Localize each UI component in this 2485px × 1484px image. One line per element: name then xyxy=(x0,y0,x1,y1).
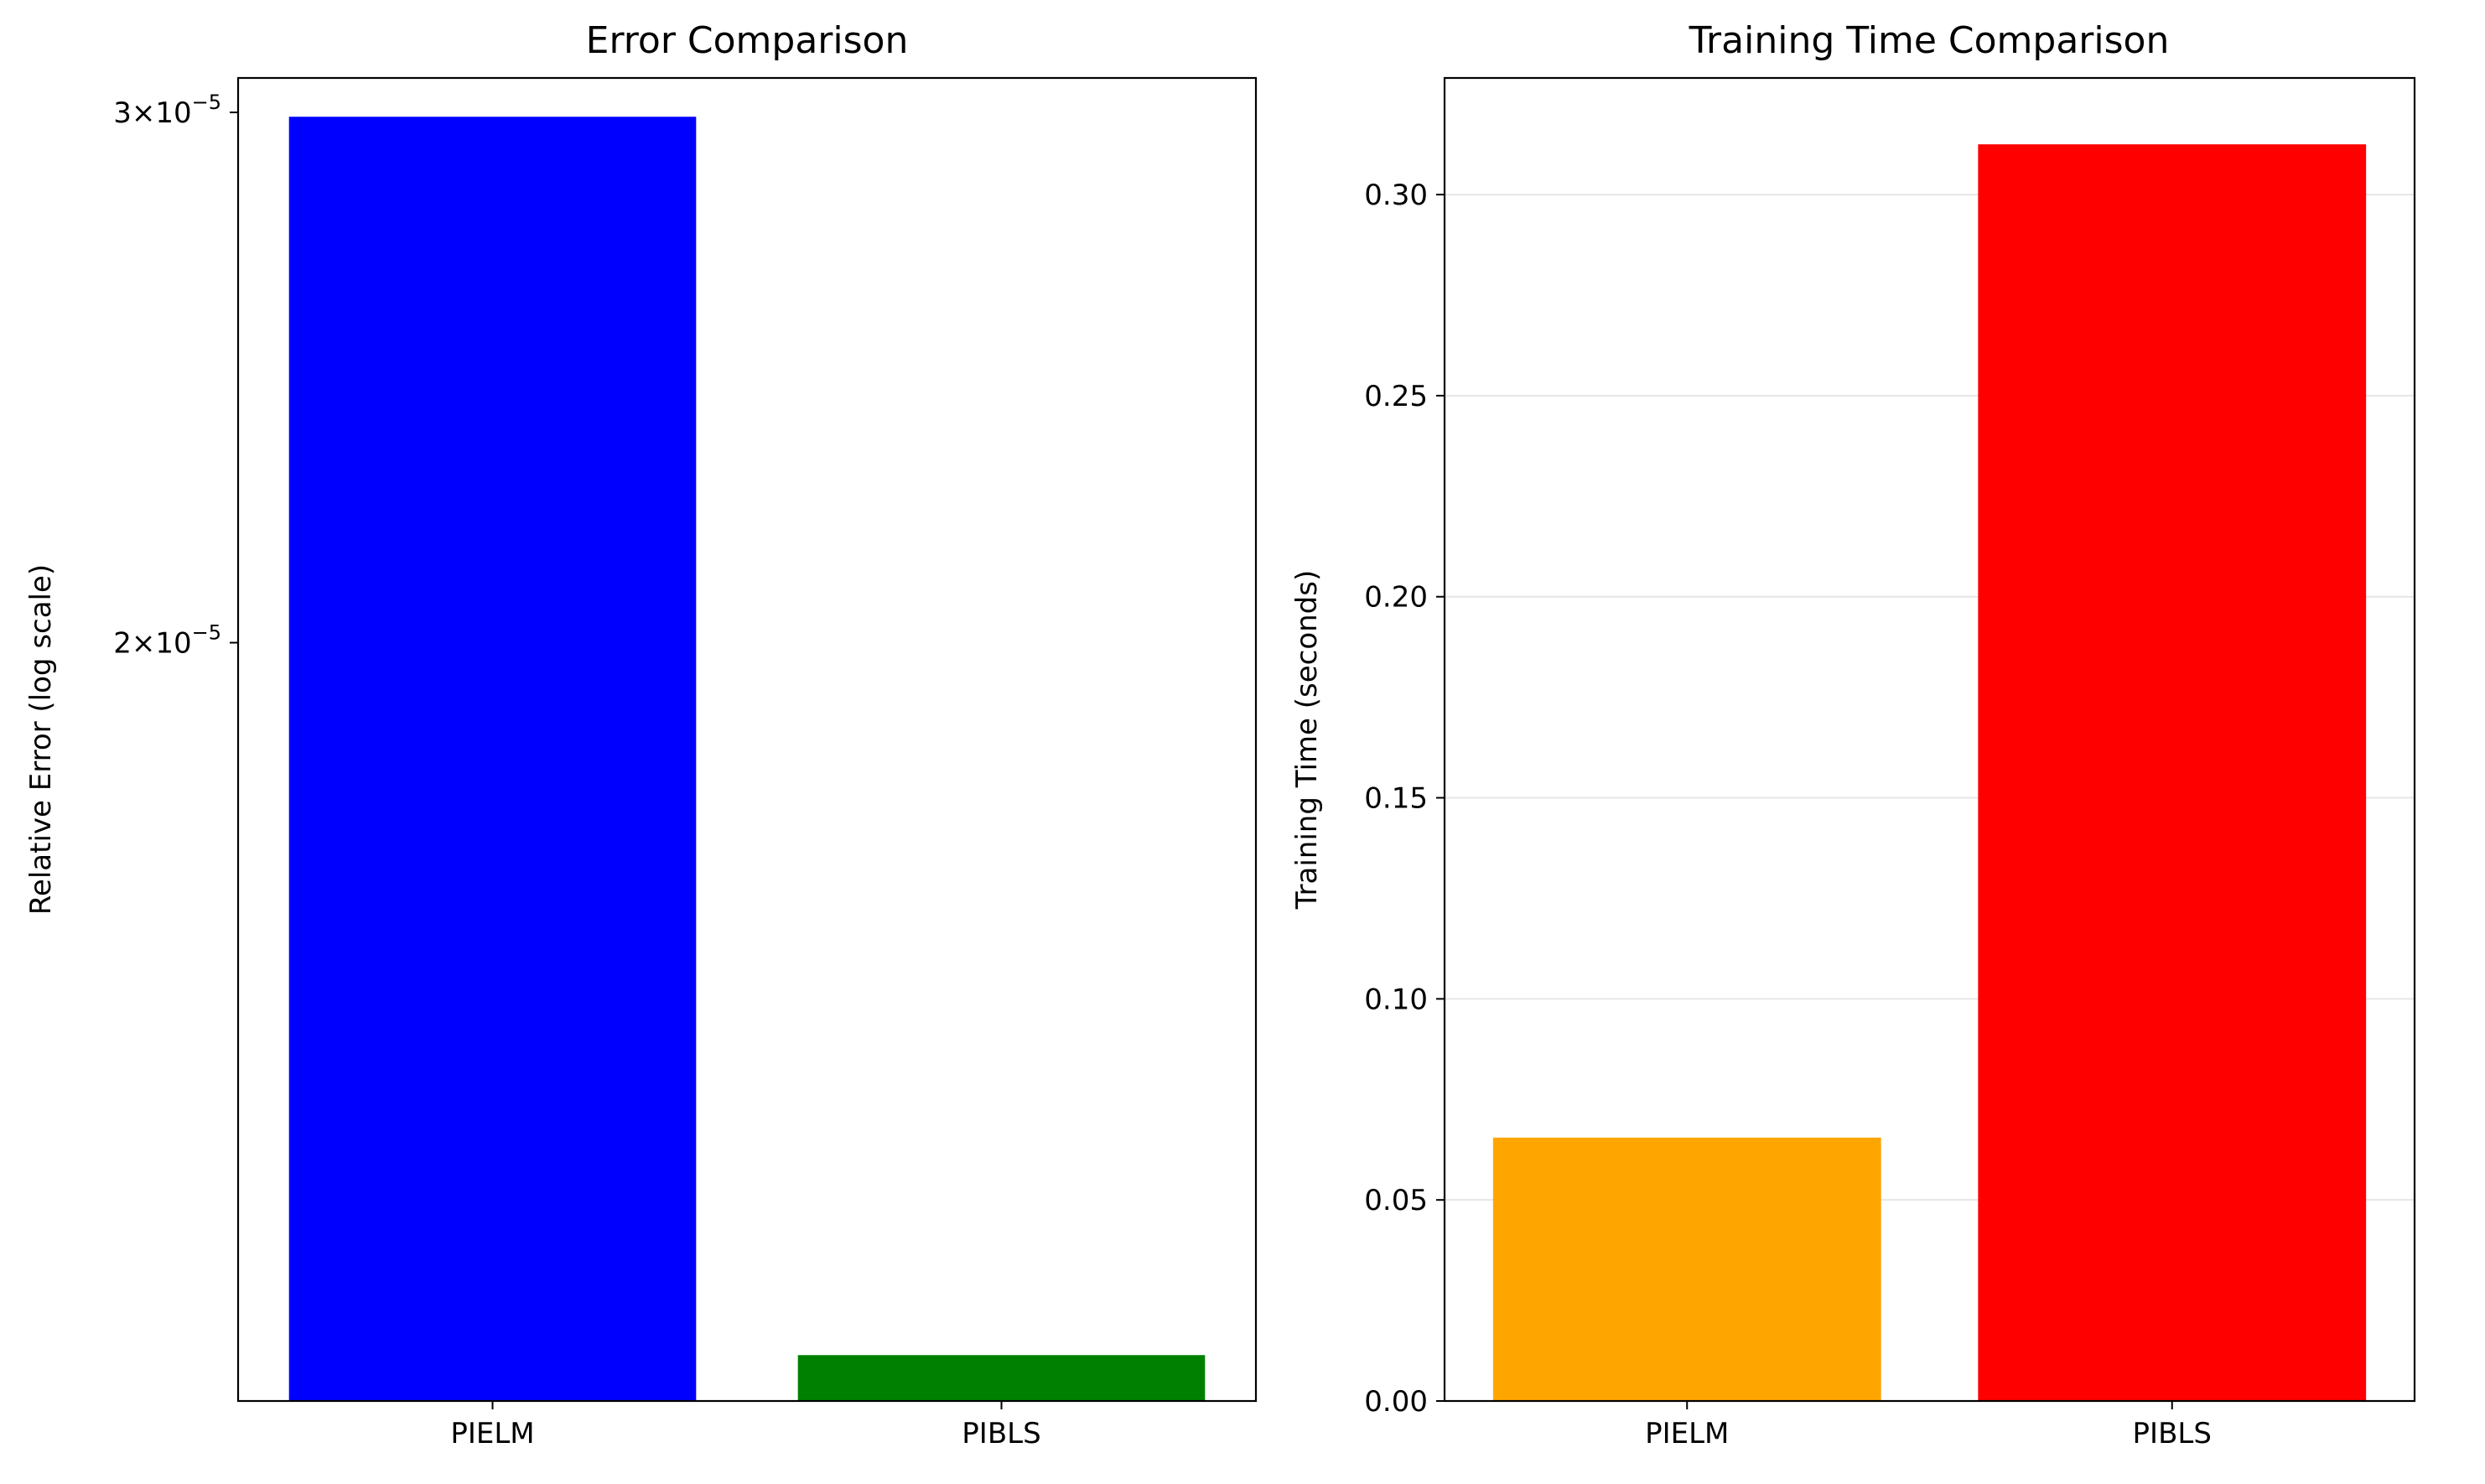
error-chart-frame xyxy=(236,76,1258,1403)
time-chart-ytick-label: 0.30 xyxy=(1364,179,1428,212)
time-chart-frame xyxy=(1443,76,2416,1403)
time-chart-ytick-label: 0.10 xyxy=(1364,983,1428,1016)
error-chart-title: Error Comparison xyxy=(586,19,909,62)
error-chart-ytick-label: 2×10−5 xyxy=(113,621,221,661)
error-chart-bar-pielm xyxy=(288,117,697,1401)
time-chart-ytick-label: 0.05 xyxy=(1364,1184,1428,1217)
time-chart-bar-pibls xyxy=(1978,144,2367,1402)
error-chart-xtick-label: PIELM xyxy=(450,1417,534,1450)
time-chart-title: Training Time Comparison xyxy=(1689,19,2170,62)
time-chart-ytick-label: 0.00 xyxy=(1364,1385,1428,1419)
error-chart-xtick-label: PIBLS xyxy=(962,1417,1040,1450)
error-chart-bar-pibls xyxy=(797,1355,1206,1401)
error-chart: 3×10−5 2×10−5 PIELM PIBLS Error Comparison… xyxy=(24,19,1258,1450)
time-chart-ytick-label: 0.15 xyxy=(1364,782,1428,816)
time-chart-xtick-label: PIBLS xyxy=(2133,1417,2212,1450)
time-chart-bar-pielm xyxy=(1492,1137,1881,1401)
time-chart-ytick-label: 0.20 xyxy=(1364,581,1428,615)
time-chart-ytick-label: 0.25 xyxy=(1364,380,1428,413)
error-chart-ytick-label: 3×10−5 xyxy=(113,91,221,130)
time-chart-xtick-label: PIELM xyxy=(1645,1417,1729,1450)
time-chart: 0.000.050.100.150.200.250.30 PIELM PIBLS … xyxy=(1290,19,2416,1450)
time-chart-ylabel: Training Time (seconds) xyxy=(1290,570,1324,910)
error-chart-ylabel: Relative Error (log scale) xyxy=(24,564,58,915)
